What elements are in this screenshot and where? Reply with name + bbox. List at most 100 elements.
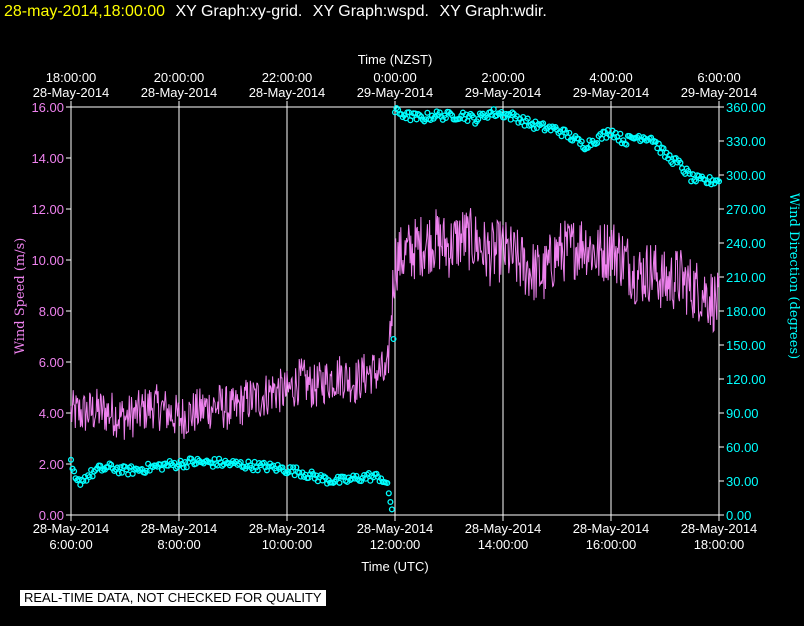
- y-tick-label-right: 90.00: [726, 406, 759, 421]
- wdir-point: [358, 478, 365, 485]
- wdir-point: [549, 123, 556, 130]
- y-tick-label-left: 12.00: [31, 202, 64, 217]
- wdir-point: [118, 469, 125, 476]
- y-tick-label-right: 30.00: [726, 474, 759, 489]
- x-tick-label-top-time: 20:00:00: [154, 70, 205, 85]
- wdir-point: [657, 149, 664, 156]
- wdir-point: [660, 145, 667, 152]
- y-axis-label-right: Wind Direction (degrees): [786, 193, 801, 359]
- y-tick-label-right: 150.00: [726, 338, 766, 353]
- x-tick-label-bottom-date: 28-May-2014: [573, 521, 650, 536]
- wdir-point: [262, 464, 269, 471]
- y-tick-label-left: 4.00: [39, 406, 64, 421]
- wdir-point: [158, 466, 166, 473]
- graph-title-wdir: XY Graph:wdir.: [439, 3, 547, 20]
- y-tick-label-right: 180.00: [726, 304, 766, 319]
- x-tick-label-bottom-time: 8:00:00: [157, 537, 200, 552]
- x-tick-label-bottom-time: 16:00:00: [586, 537, 637, 552]
- wdir-point: [350, 472, 357, 479]
- x-tick-label-top-time: 22:00:00: [262, 70, 313, 85]
- wdir-point: [86, 473, 93, 481]
- y-tick-label-left: 16.00: [31, 100, 64, 115]
- wdir-point: [566, 129, 573, 136]
- x-tick-label-bottom-date: 28-May-2014: [33, 521, 110, 536]
- wdir-point: [530, 125, 537, 132]
- wdir-point: [467, 110, 474, 117]
- wdir-point: [677, 159, 684, 166]
- wdir-point: [291, 472, 298, 479]
- wdir-point: [182, 458, 189, 466]
- x-tick-label-top-time: 0:00:00: [373, 70, 416, 85]
- y-tick-label-left: 0.00: [39, 508, 64, 523]
- x-tick-label-bottom-date: 28-May-2014: [357, 521, 434, 536]
- x-tick-label-top-date: 29-May-2014: [681, 85, 758, 100]
- wdir-point: [385, 490, 392, 497]
- wdir-point: [390, 335, 397, 343]
- x-tick-label-bottom-time: 14:00:00: [478, 537, 529, 552]
- wdir-point: [219, 462, 226, 469]
- wdir-point: [143, 467, 150, 474]
- y-tick-label-right: 60.00: [726, 440, 759, 455]
- wdir-point: [413, 116, 420, 123]
- wdir-point: [509, 109, 516, 116]
- x-tick-label-top-date: 29-May-2014: [573, 85, 650, 100]
- wdir-point: [705, 180, 712, 187]
- wdir-point: [666, 152, 673, 159]
- wdir-point: [188, 455, 195, 462]
- wdir-point: [98, 467, 105, 474]
- x-tick-label-top-time: 6:00:00: [697, 70, 740, 85]
- wdir-point: [290, 464, 297, 471]
- wdir-point: [373, 470, 380, 477]
- y-tick-label-left: 6.00: [39, 355, 64, 370]
- wdir-point: [226, 462, 233, 469]
- wdir-point: [115, 470, 122, 477]
- wdir-point: [558, 133, 565, 140]
- y-tick-label-right: 210.00: [726, 270, 766, 285]
- wdir-point: [665, 155, 672, 162]
- wdir-point: [71, 468, 78, 475]
- wdir-point: [476, 110, 483, 117]
- wdir-point: [655, 140, 662, 147]
- x-tick-label-bottom-date: 28-May-2014: [249, 521, 326, 536]
- wdir-point: [715, 178, 723, 185]
- wdir-point: [285, 469, 292, 476]
- wdir-point: [67, 456, 75, 463]
- wdir-point: [475, 116, 482, 123]
- wdir-point: [418, 113, 425, 120]
- y-tick-label-right: 270.00: [726, 202, 766, 217]
- x-tick-label-bottom-date: 28-May-2014: [681, 521, 758, 536]
- x-tick-label-top-date: 28-May-2014: [249, 85, 326, 100]
- wdir-point: [384, 479, 391, 487]
- y-axis-label-left: Wind Speed (m/s): [13, 238, 28, 355]
- wdir-point: [77, 481, 84, 488]
- wdir-point: [598, 135, 605, 142]
- y-tick-label-right: 240.00: [726, 236, 766, 251]
- wdir-point: [114, 464, 121, 471]
- x-tick-label-top-time: 2:00:00: [481, 70, 524, 85]
- x-tick-label-bottom-date: 28-May-2014: [465, 521, 542, 536]
- wdir-point: [336, 479, 343, 486]
- wdir-point: [128, 463, 135, 470]
- x-tick-label-top-date: 28-May-2014: [33, 85, 110, 100]
- y-tick-label-right: 120.00: [726, 372, 766, 387]
- x-tick-label-bottom-time: 10:00:00: [262, 537, 313, 552]
- y-tick-label-left: 8.00: [39, 304, 64, 319]
- wdir-point: [387, 498, 394, 506]
- y-tick-label-right: 360.00: [726, 100, 766, 115]
- wdir-point: [171, 459, 178, 466]
- graph-title-wspd: XY Graph:wspd.: [312, 3, 429, 20]
- y-tick-label-right: 0.00: [726, 508, 751, 523]
- wdir-point: [442, 114, 449, 122]
- wdir-point: [111, 467, 118, 474]
- wdir-point: [416, 112, 423, 119]
- y-tick-label-right: 300.00: [726, 168, 766, 183]
- x-tick-label-bottom-time: 6:00:00: [49, 537, 92, 552]
- wdir-point: [692, 178, 699, 185]
- wdir-point: [183, 464, 190, 471]
- wdir-point: [254, 467, 261, 474]
- wdir-point: [524, 115, 531, 122]
- chart-header: 28-may-2014,18:00:00 XY Graph:xy-grid. X…: [4, 3, 547, 21]
- wdir-point: [490, 106, 497, 113]
- x-axis-label-top: Time (NZST): [358, 52, 433, 67]
